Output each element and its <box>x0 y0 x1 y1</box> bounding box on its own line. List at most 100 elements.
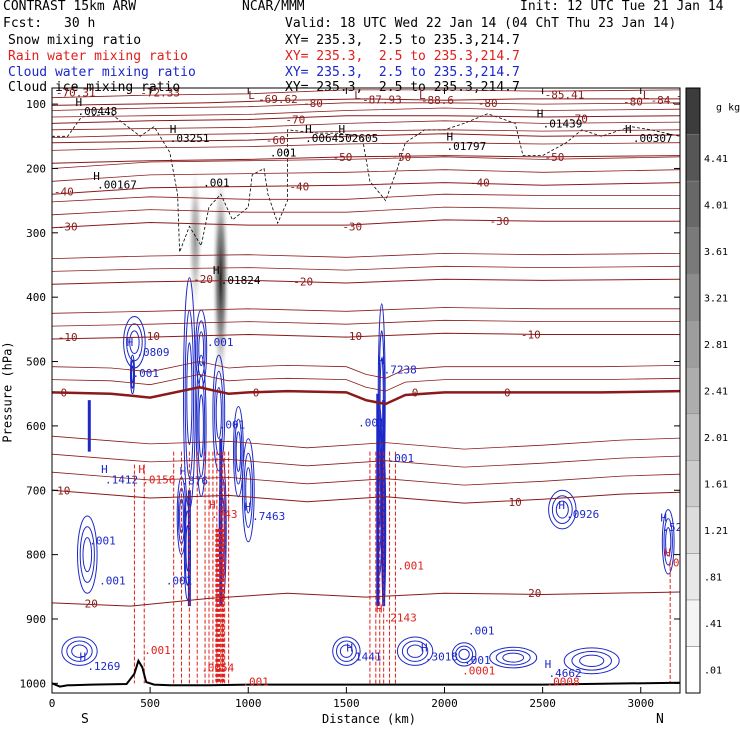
terrain-line <box>52 658 680 688</box>
extremum-label: .7463 <box>252 510 285 523</box>
field-name-cloud-water: Cloud water mixing ratio <box>8 65 196 80</box>
colorbar-tick-label: .41 <box>704 619 722 630</box>
extremum-label: H <box>213 264 220 277</box>
extremum-label: H <box>209 498 216 511</box>
temperature-extremum-label: -72.33 <box>140 87 180 100</box>
cloud-water-contour <box>212 354 226 472</box>
isotherm-minor <box>52 435 680 450</box>
cloud-water-contour <box>401 640 429 662</box>
extremum-label: .2143 <box>384 612 417 625</box>
org-label: NCAR/MMM <box>242 0 305 14</box>
isotherm-label: -30 <box>490 215 510 228</box>
x-tick-label: 2000 <box>431 697 458 710</box>
cloud-water-contour <box>196 320 206 378</box>
cloud-water-contour <box>665 527 672 557</box>
isotherm-label: -30 <box>342 220 362 233</box>
temperature-extremum-label: L <box>248 89 255 102</box>
cloud-water-contour <box>79 526 95 583</box>
extremum-label: H <box>446 130 453 143</box>
extremum-label: .0008 <box>547 675 580 688</box>
y-tick-label: 800 <box>26 549 46 562</box>
cloud-water-contour <box>61 636 98 666</box>
cloud-water-contour <box>214 370 224 456</box>
isotherm-label: 0 <box>412 386 419 399</box>
isotherm-label: -10 <box>58 331 78 344</box>
extremum-label: H <box>244 500 251 513</box>
extremum-label: .1269 <box>87 660 120 673</box>
cloud-water-contour <box>396 636 434 666</box>
extremum-label: .0001 <box>462 664 495 677</box>
extremum-label: .0809 <box>136 346 169 359</box>
cloud-water-contour <box>130 354 135 395</box>
isotherm-label: -20 <box>293 276 313 289</box>
extremum-label: .00645 <box>305 132 345 145</box>
extremum-label: H <box>346 641 353 654</box>
colorbar-swatch <box>685 180 701 228</box>
isotherm-label: -50 <box>544 151 564 164</box>
extremum-label: H <box>625 123 632 136</box>
isotherm-minor <box>52 102 680 111</box>
isotherm--10 <box>52 332 680 340</box>
isotherm-minor <box>52 169 680 182</box>
colorbar-swatch <box>685 553 701 601</box>
isotherm-minor <box>52 193 680 203</box>
init-time: Init: 12 UTC Tue 21 Jan 14 <box>520 0 724 14</box>
extremum-label: .1412 <box>105 473 138 486</box>
x-tick-label: 1500 <box>333 697 360 710</box>
extremum-label: .00307 <box>633 132 673 145</box>
cloud-water-contour <box>579 654 605 667</box>
extremum-label: .743 <box>211 508 238 521</box>
field-name-rain: Rain water mixing ratio <box>8 49 189 64</box>
cloud-water-contour <box>66 640 93 662</box>
cloud-water-contour <box>451 642 477 667</box>
isotherm-label: 0 <box>504 386 511 399</box>
isotherm-label: -20 <box>193 273 213 286</box>
isotherm-20 <box>52 591 680 607</box>
colorbar-tick-label: 4.41 <box>704 154 728 165</box>
cloud-water-contour <box>71 644 88 658</box>
x-tick-label: 2500 <box>529 697 556 710</box>
colorbar-swatch <box>685 599 701 647</box>
extremum-label: H <box>101 463 108 476</box>
isotherm-label: 0 <box>253 386 260 399</box>
cloud-water-contour <box>82 537 93 573</box>
cloud-water-contour <box>406 644 424 658</box>
cloud-water-contour <box>548 489 577 530</box>
extremum-label: .001 <box>242 675 268 688</box>
isotherm-label: 20 <box>528 587 541 600</box>
colorbar-tick-label: 2.81 <box>704 340 728 351</box>
field-name-snow: Snow mixing ratio <box>8 33 142 48</box>
colorbar-unit: g kg-1 <box>704 83 740 115</box>
extremum-label: .02605 <box>339 132 379 145</box>
isotherm-label: -10 <box>342 330 362 343</box>
model-title: CONTRAST 15km ARW <box>3 0 137 14</box>
valid-time: Valid: 18 UTC Wed 22 Jan 14 (04 ChT Thu … <box>285 16 677 31</box>
cloud-water-contour <box>241 438 255 543</box>
cloud-water-contour <box>495 649 531 666</box>
temperature-extremum-label: -85.41 <box>545 88 585 101</box>
isotherm-label: -40 <box>289 180 309 193</box>
isotherm-label: -70 <box>285 114 305 127</box>
isotherm-minor <box>52 361 680 379</box>
extremum-label: .001 <box>388 452 415 465</box>
colorbar-tick-label: .81 <box>704 573 722 584</box>
y-tick-label: 700 <box>26 484 46 497</box>
colorbar-tick-label: .01 <box>704 666 722 677</box>
colorbar-tick-label: 2.41 <box>704 387 728 398</box>
temperature-extremum-label: L <box>643 89 650 102</box>
colorbar-swatch <box>685 134 701 182</box>
colorbar-swatch <box>685 366 701 414</box>
extremum-label: H <box>421 641 428 654</box>
y-tick-label: 1000 <box>20 677 47 690</box>
isotherm--40 <box>52 182 680 195</box>
colorbar-swatch <box>685 506 701 554</box>
colorbar-unit-base: g kg <box>716 102 740 114</box>
plot-frame <box>51 87 681 694</box>
cloud-water-contour <box>661 509 675 575</box>
x-tick-label: 500 <box>140 697 160 710</box>
isotherm-label: 10 <box>57 484 70 497</box>
extremum-label: .876 <box>182 475 209 488</box>
extremum-label: H <box>79 650 86 663</box>
isotherm-minor <box>52 206 680 216</box>
y-tick-label: 500 <box>26 356 46 369</box>
